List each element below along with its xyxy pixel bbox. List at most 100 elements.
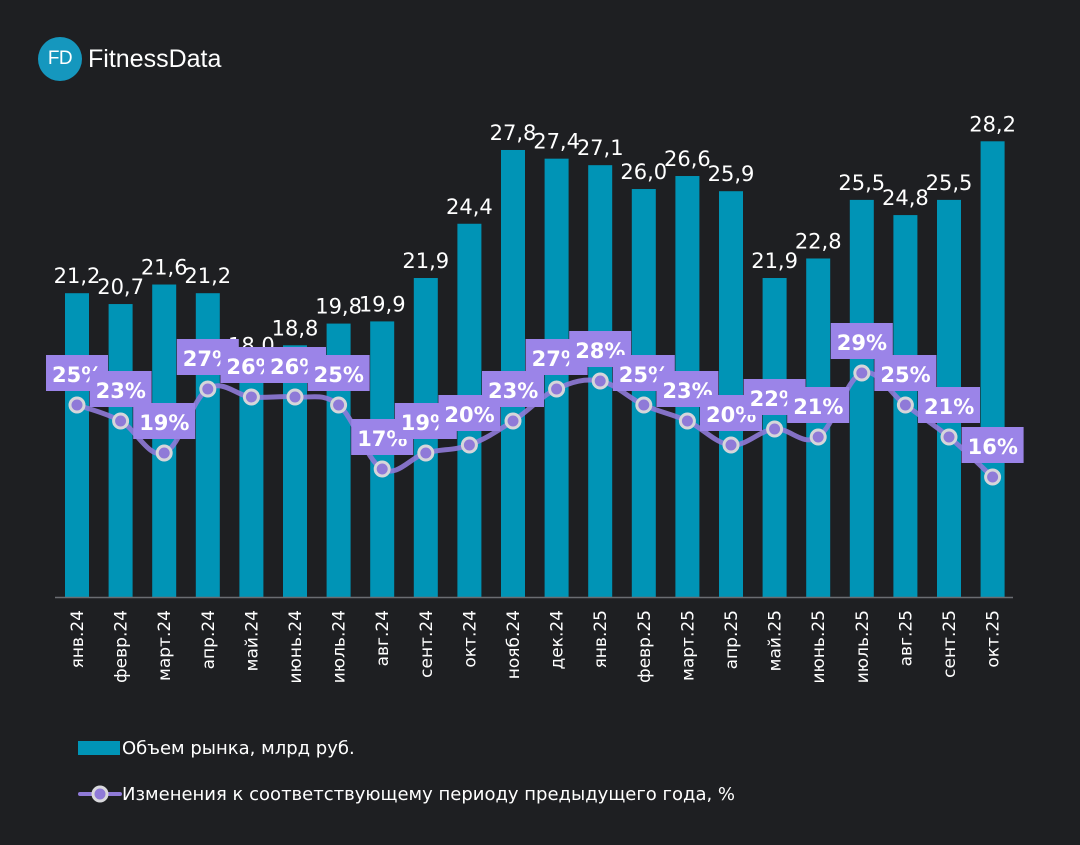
line-point <box>68 396 86 414</box>
chart-legend: Объем рынка, млрд руб. Изменения к соотв… <box>78 735 735 807</box>
line-point <box>504 412 522 430</box>
x-tick-label: дек.24 <box>548 610 568 670</box>
bar-value-label: 22,8 <box>795 229 842 253</box>
pct-label-box <box>787 387 850 423</box>
pct-label-box <box>133 403 196 439</box>
bar <box>152 284 177 597</box>
bar-value-label: 25,5 <box>838 171 885 195</box>
bar <box>544 158 569 597</box>
x-tick-label: февр.25 <box>635 610 655 683</box>
pct-label-box <box>961 427 1024 463</box>
line-point <box>591 372 609 390</box>
pct-label: 29% <box>837 331 887 355</box>
legend-item-volume: Объем рынка, млрд руб. <box>78 735 735 761</box>
bar <box>108 304 133 597</box>
pct-label-box <box>874 355 937 391</box>
bar <box>65 293 89 597</box>
bar <box>195 293 220 597</box>
x-tick-label: сент.24 <box>417 610 437 678</box>
legend-label-change: Изменения к соответствующему периоду пре… <box>122 783 736 805</box>
pct-label: 19% <box>139 411 189 435</box>
x-tick-label: апр.25 <box>722 610 742 669</box>
x-tick-label: июнь.24 <box>286 610 306 684</box>
pct-label-box <box>830 323 893 359</box>
bar <box>980 141 1005 598</box>
bar-value-label: 19,8 <box>315 295 362 319</box>
bar-value-label: 19,9 <box>359 292 406 316</box>
x-tick-label: сент.25 <box>940 610 960 678</box>
x-tick-label: май.25 <box>766 610 786 671</box>
x-tick-label: окт.25 <box>984 610 1004 668</box>
pct-label-box <box>89 371 152 407</box>
line-point <box>373 460 391 478</box>
pct-label-box <box>482 371 544 407</box>
line-point <box>984 468 1002 486</box>
legend-bar-swatch <box>78 741 120 755</box>
bar <box>762 278 787 597</box>
x-tick-label: март.24 <box>155 610 175 681</box>
line-point <box>678 412 696 430</box>
pct-label: 23% <box>488 379 538 403</box>
bar-value-label: 21,9 <box>402 249 449 273</box>
line-point <box>635 396 653 414</box>
bar <box>719 191 743 597</box>
bar-value-label: 18,8 <box>272 316 319 340</box>
bar-value-label: 21,2 <box>184 264 231 288</box>
bar-value-label: 26,6 <box>664 147 711 171</box>
line-point <box>940 428 958 446</box>
pct-label: 23% <box>96 379 146 403</box>
line-point <box>896 396 914 414</box>
bar-value-label: 21,6 <box>141 256 188 280</box>
pct-label: 25% <box>880 363 930 387</box>
line-point <box>330 396 348 414</box>
line-point <box>199 380 217 398</box>
x-tick-label: июнь.25 <box>809 610 829 684</box>
bar-value-label: 21,2 <box>54 264 101 288</box>
bar-value-label: 21,9 <box>751 249 798 273</box>
line-point <box>809 428 827 446</box>
bar-value-label: 27,4 <box>533 130 580 154</box>
bar-value-label: 24,8 <box>882 186 929 210</box>
x-tick-label: июль.24 <box>330 610 350 683</box>
legend-line-swatch <box>78 785 122 803</box>
line-point <box>155 444 173 462</box>
x-tick-label: июль.25 <box>853 610 873 683</box>
pct-label: 21% <box>793 395 843 419</box>
bar <box>283 345 307 597</box>
line-point <box>460 436 478 454</box>
x-tick-label: апр.24 <box>199 610 219 669</box>
x-tick-label: окт.24 <box>460 610 480 668</box>
line-point <box>722 436 740 454</box>
pct-label-box <box>307 355 370 391</box>
line-point <box>766 420 784 438</box>
line-point <box>548 380 566 398</box>
bar-value-label: 28,2 <box>969 112 1016 136</box>
brand-logo: FD FitnessData <box>38 37 221 81</box>
pct-label: 16% <box>968 435 1018 459</box>
pct-label-box <box>918 387 980 423</box>
line-point <box>112 412 130 430</box>
bar-value-label: 26,0 <box>620 160 667 184</box>
bar <box>631 189 656 598</box>
x-tick-label: март.25 <box>678 610 698 681</box>
x-tick-label: февр.24 <box>112 610 132 683</box>
legend-label-volume: Объем рынка, млрд руб. <box>122 737 355 759</box>
x-tick-label: май.24 <box>242 610 262 671</box>
line-point <box>853 364 871 382</box>
x-tick-label: нояб.24 <box>504 610 524 679</box>
bar <box>849 199 874 597</box>
line-point <box>286 388 304 406</box>
x-tick-label: авг.24 <box>373 610 393 666</box>
bar-value-label: 27,8 <box>490 121 537 145</box>
logo-badge: FD <box>38 37 82 81</box>
bar-value-label: 25,5 <box>926 171 973 195</box>
x-tick-label: янв.24 <box>68 610 88 668</box>
legend-item-change: Изменения к соответствующему периоду пре… <box>78 781 735 807</box>
line-point <box>242 388 260 406</box>
brand-name: FitnessData <box>88 44 222 73</box>
x-tick-label: янв.25 <box>591 610 611 668</box>
bar-value-label: 27,1 <box>577 136 624 160</box>
pct-label: 21% <box>924 395 974 419</box>
pct-label: 25% <box>314 363 364 387</box>
